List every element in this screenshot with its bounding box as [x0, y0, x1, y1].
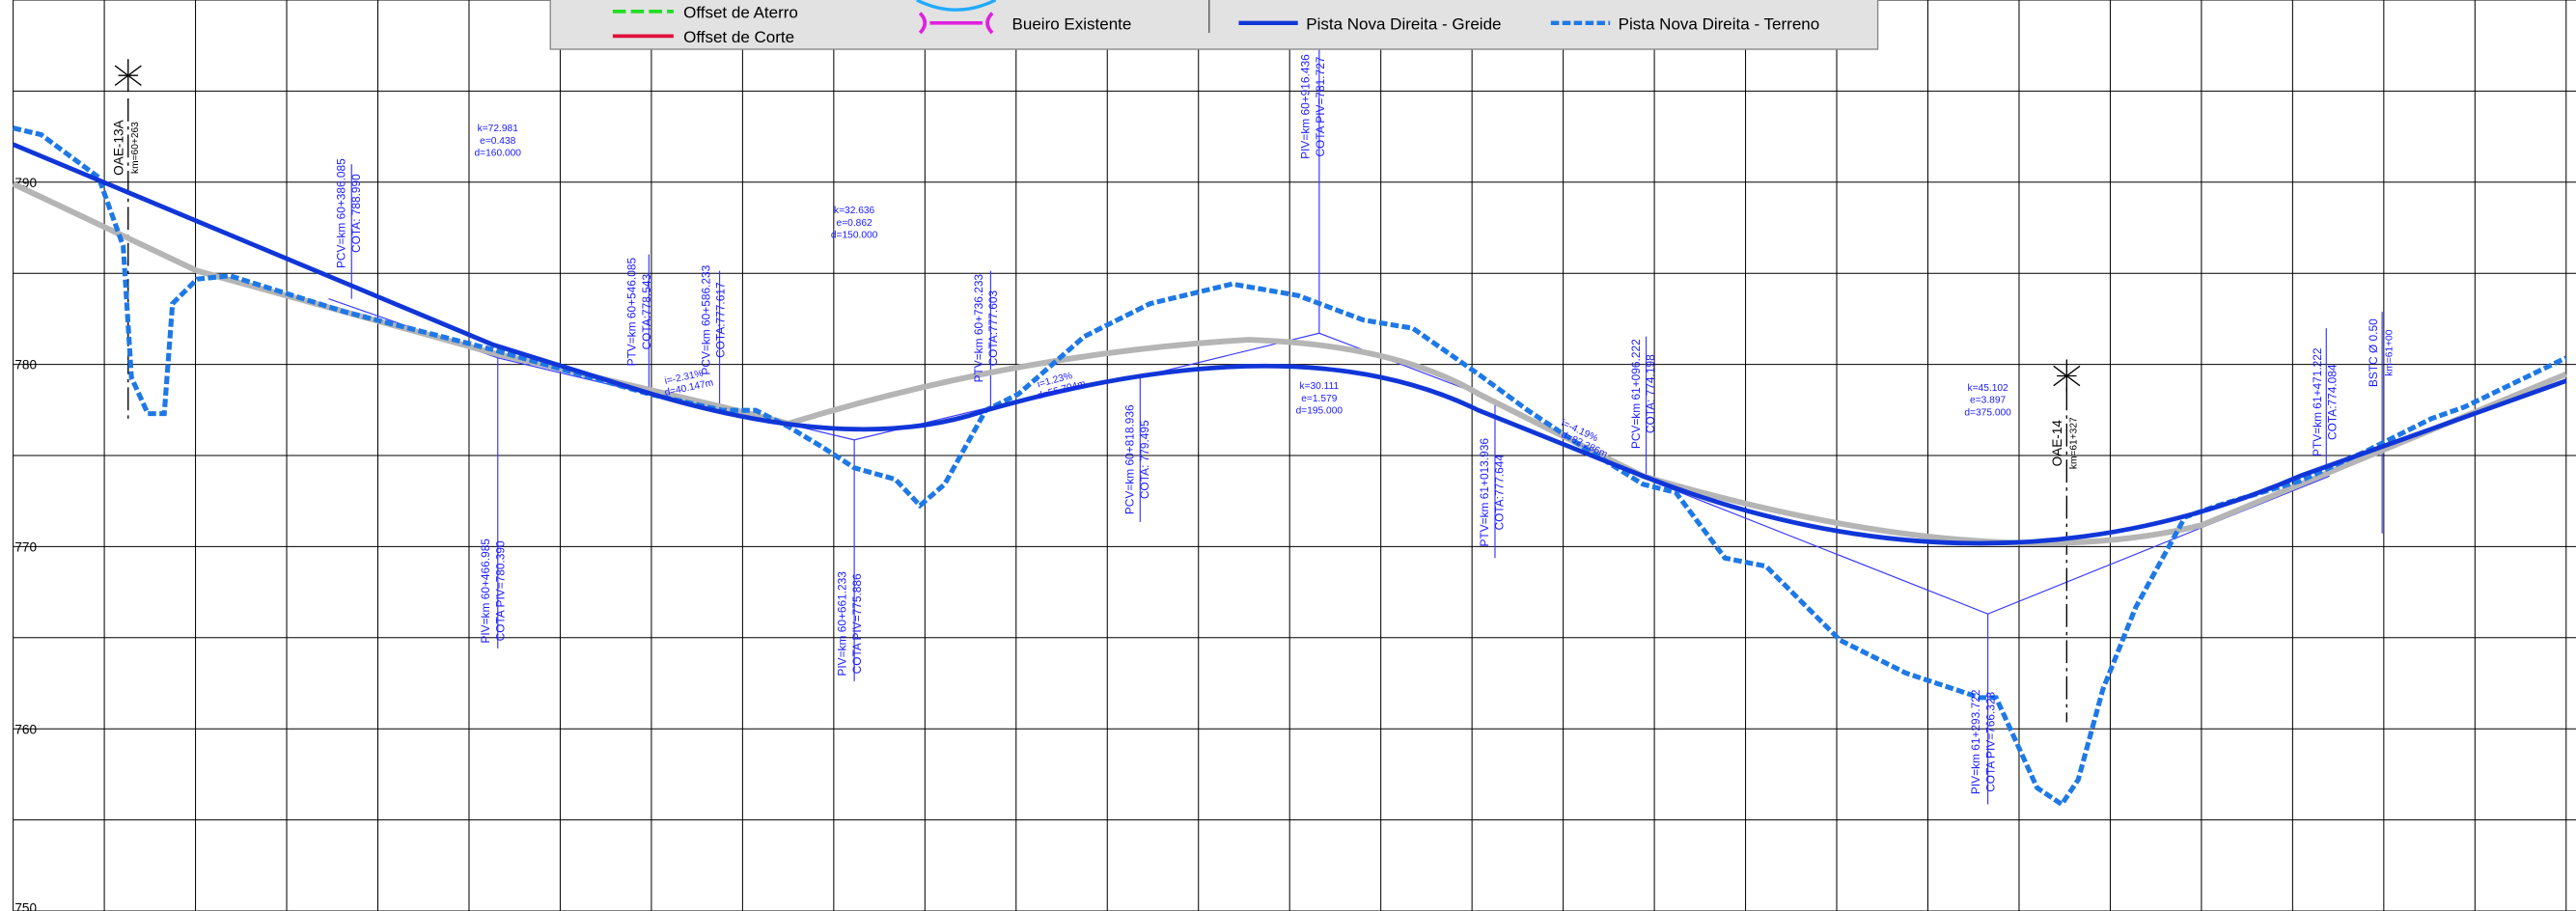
- station-label: PCV=km 60+818.936: [1122, 404, 1136, 514]
- structure-km: km=61+327: [2069, 417, 2080, 469]
- elevation-label: COTA:777.617: [714, 282, 728, 358]
- elevation-label: COTA: 774.198: [1644, 354, 1657, 433]
- curve-param: k=30.111: [1299, 381, 1339, 392]
- station-label: PIV=km 61+293.722: [1969, 689, 1982, 794]
- structure-symbol: [2053, 359, 2081, 393]
- station-label: PCV=km 60+386.085: [334, 158, 347, 268]
- curve-param: k=72.981: [478, 124, 519, 134]
- legend-label: Pista Nova Direita - Greide: [1306, 15, 1501, 34]
- curve-param: d=150.000: [831, 231, 878, 241]
- elevation-label: COTA PIV=781.727: [1314, 56, 1327, 156]
- curve-labels: k=72.981 e=0.438 d=160.000 k=32.636 e=0.862 d…: [475, 124, 2012, 418]
- structure-name: OAE-14: [2050, 420, 2064, 467]
- legend-label: Offset de Aterro: [683, 4, 798, 22]
- station-label: PIV=km 60+466.985: [479, 538, 492, 644]
- station-label: PCV=km 60+586.233: [699, 264, 712, 374]
- curve-param: d=160.000: [475, 149, 522, 159]
- structure-name: OAE-13A: [112, 119, 126, 175]
- axis-label: 750: [14, 901, 37, 911]
- structure-km: km=60+263: [130, 122, 141, 174]
- grade-profile: [12, 142, 2567, 546]
- legend-box: [549, 0, 1879, 50]
- legend: Offset de Aterro Offset de Corte Bueiro …: [549, 0, 1879, 50]
- terrain-profile: [13, 125, 2567, 808]
- curve-param: e=0.862: [837, 218, 873, 229]
- annotations: OAE-13A km=60+263 OAE-14 km=61+327 BSTC …: [112, 119, 2396, 469]
- elevation-label: COTA: 788.990: [349, 174, 363, 253]
- elevation-label: COTA PIV=775.886: [850, 573, 864, 674]
- axis-label: 780: [14, 358, 37, 373]
- curve-param: d=195.000: [1296, 406, 1343, 417]
- elevation-label: COTA PIV=766.328: [1983, 691, 1997, 791]
- station-label: PIV=km 60+916.436: [1299, 54, 1313, 159]
- legend-label: Offset de Corte: [683, 28, 794, 46]
- curve-param: e=1.579: [1301, 394, 1337, 404]
- elevation-label: COTA: 779.495: [1138, 420, 1151, 499]
- axis-label: 770: [14, 540, 37, 555]
- curve-param: e=3.897: [1970, 396, 2006, 406]
- station-label: PIV=km 60+661.233: [836, 571, 849, 676]
- axis-label: 760: [14, 722, 37, 736]
- elevation-label: COTA:777.644: [1492, 455, 1506, 531]
- elevation-label: COTA:778.543: [640, 274, 653, 350]
- legend-label: Bueiro Existente: [1012, 15, 1132, 34]
- station-label: PTV=km 60+736.233: [972, 274, 985, 383]
- station-label: PCV=km 61+096.222: [1629, 339, 1643, 449]
- elevation-label: COTA:777.603: [986, 290, 1000, 367]
- station-label: PTV=km 60+546.085: [625, 258, 639, 367]
- curve-param: k=32.636: [834, 206, 875, 216]
- station-label: PTV=km 61+013.936: [1478, 438, 1491, 547]
- curve-param: e=0.438: [480, 136, 515, 147]
- station-labels: PCV=km 60+386.085 COTA: 788.990 PIV=km 60+…: [334, 54, 2339, 794]
- elevation-label: COTA:774.084: [2325, 364, 2339, 440]
- station-label: PTV=km 61+471.222: [2311, 347, 2324, 456]
- elevation-label: COTA PIV=780.390: [494, 540, 508, 641]
- curve-param: k=45.102: [1968, 383, 2009, 394]
- curve-param: d=375.000: [1964, 407, 2011, 418]
- legend-swatch: [916, 0, 997, 12]
- legend-swatch: [918, 12, 994, 35]
- structure-symbol: [114, 59, 142, 93]
- tangent: [1136, 332, 1492, 400]
- structure-km: km=61+00: [2384, 329, 2395, 375]
- structure-name: BSTC Ø 0.50: [2367, 318, 2380, 387]
- legend-label: Pista Nova Direita - Terreno: [1619, 15, 1820, 34]
